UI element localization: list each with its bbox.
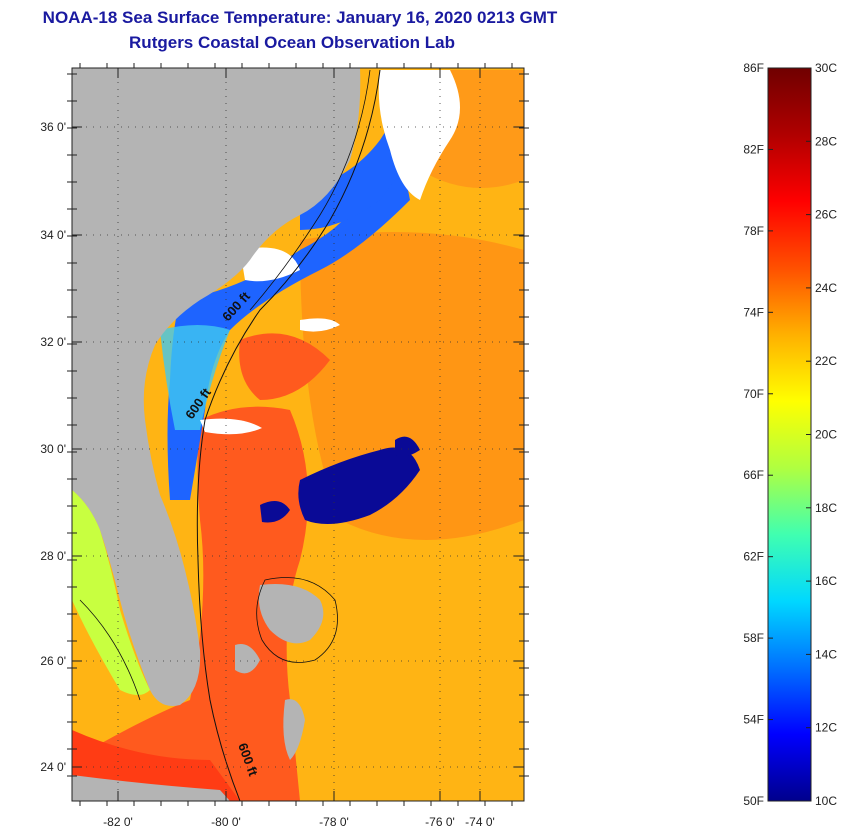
lat-tick-label: 34 0' (40, 228, 66, 242)
land-bahamas (283, 699, 305, 760)
lat-tick-label: 30 0' (40, 442, 66, 456)
lat-tick-label: 36 0' (40, 120, 66, 134)
colorbar-f-label: 66F (743, 468, 764, 482)
lon-tick-label: -74 0' (465, 815, 495, 829)
map-title: NOAA-18 Sea Surface Temperature: January… (42, 8, 558, 27)
land-cuba (72, 775, 230, 801)
map-frame (71, 67, 525, 802)
sst-map[interactable]: 600 ft 600 ft 600 ft (72, 68, 524, 801)
colorbar-f-label: 78F (743, 224, 764, 238)
map-subtitle: Rutgers Coastal Ocean Observation Lab (129, 33, 455, 52)
colorbar-c-label: 18C (815, 501, 837, 515)
colorbar-c-label: 20C (815, 428, 837, 442)
colorbar-c-label: 12C (815, 721, 837, 735)
lat-tick-label: 24 0' (40, 760, 66, 774)
colorbar-c-label: 14C (815, 647, 837, 661)
lon-tick-label: -76 0' (425, 815, 455, 829)
lon-tick-label: -82 0' (103, 815, 133, 829)
lat-tick-label: 28 0' (40, 549, 66, 563)
colorbar-c-label: 16C (815, 574, 837, 588)
land-mainland (72, 68, 361, 706)
cold-patch (298, 447, 420, 524)
cloud-cover (378, 70, 460, 200)
lat-tick-label: 26 0' (40, 654, 66, 668)
cold-patch (260, 501, 290, 523)
depth-contour (196, 69, 381, 801)
cool-coastal-water (72, 490, 150, 695)
colorbar-f-label: 58F (743, 631, 764, 645)
depth-contour (249, 69, 371, 311)
warm-region (239, 333, 330, 400)
cool-coastal-water (167, 150, 410, 500)
colorbar-f-label: 62F (743, 550, 764, 564)
colorbar-c-label: 28C (815, 134, 837, 148)
cool-coastal-water (160, 325, 230, 430)
colorbar-c-label: 30C (815, 61, 837, 75)
colorbar: 86F 82F 78F 74F 70F 66F 62F 58F 54F 50F 30C 28C 26C 2… (743, 61, 837, 808)
colorbar-f-label: 50F (743, 794, 764, 808)
land-bahamas (235, 644, 260, 674)
colorbar-c-label: 22C (815, 354, 837, 368)
gulf-stream (72, 406, 308, 801)
cloud-cover (300, 318, 340, 332)
cloud-cover (240, 247, 300, 282)
colorbar-f-label: 54F (743, 713, 764, 727)
colorbar-c-label: 26C (815, 208, 837, 222)
lon-tick-label: -80 0' (211, 815, 241, 829)
cold-patch (395, 436, 420, 457)
colorbar-c-label: 10C (815, 794, 837, 808)
colorbar-c-label: 24C (815, 281, 837, 295)
depth-contour (256, 577, 338, 663)
colorbar-f-label: 70F (743, 387, 764, 401)
land-bahamas (258, 584, 324, 644)
lat-tick-label: 32 0' (40, 335, 66, 349)
map-axes: 36 0' 34 0' 32 0' 30 0' 28 0' 26 0' 24 0' -82 0… (40, 63, 529, 829)
colorbar-f-label: 82F (743, 142, 764, 156)
lon-tick-label: -78 0' (319, 815, 349, 829)
cloud-cover (200, 418, 262, 435)
colorbar-f-label: 74F (743, 305, 764, 319)
colorbar-f-label: 86F (743, 61, 764, 75)
colorbar-scale (767, 67, 812, 802)
colorbar-ticks: 86F 82F 78F 74F 70F 66F 62F 58F 54F 50F 30C 28C 26C 2… (743, 61, 837, 808)
depth-contour (79, 599, 141, 701)
